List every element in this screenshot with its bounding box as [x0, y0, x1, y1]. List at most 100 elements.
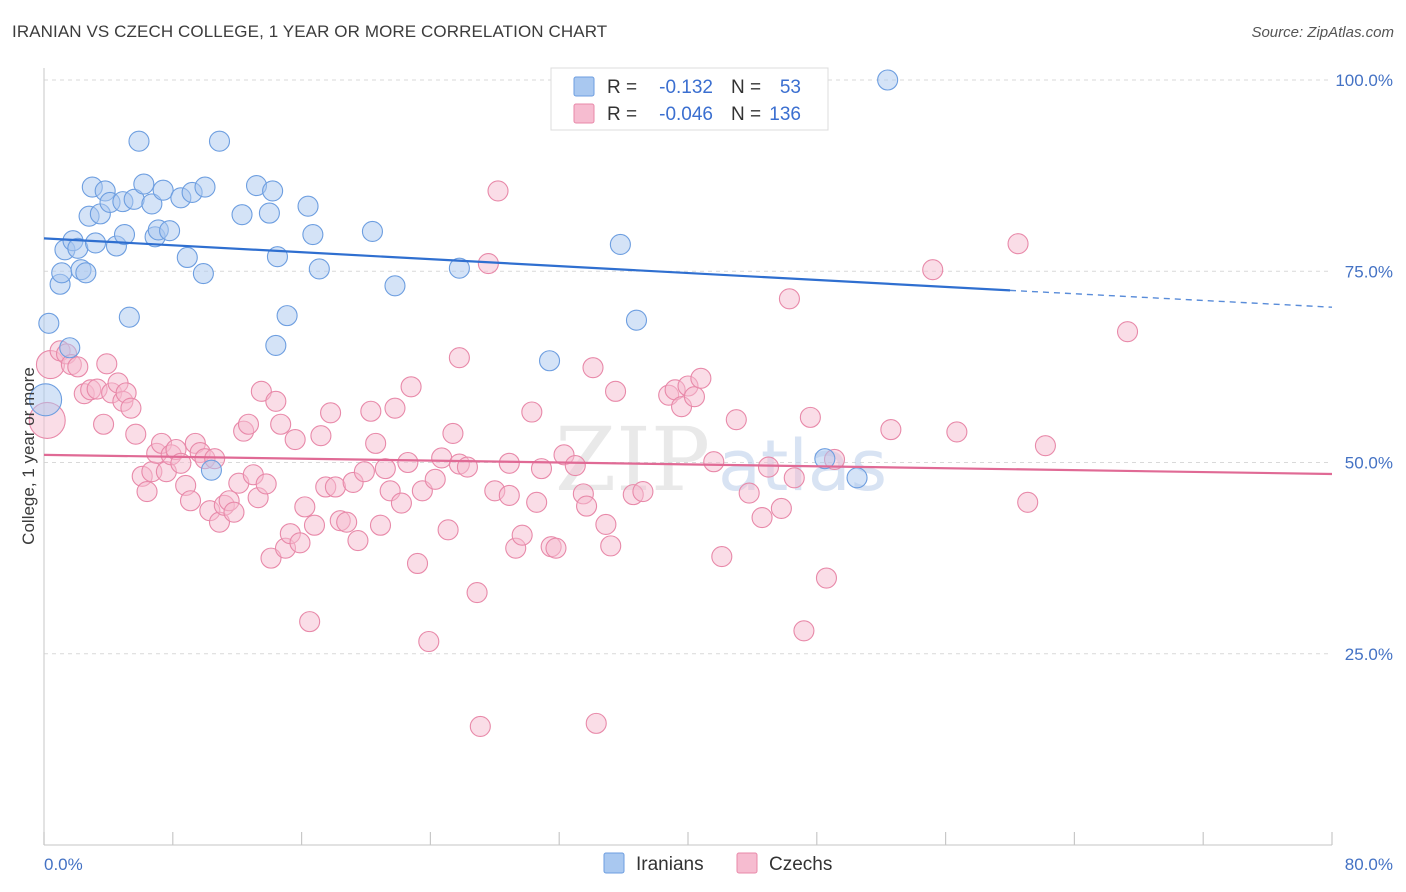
czech-point — [360, 400, 382, 422]
legend-r-value-czechs: -0.046 — [659, 104, 713, 125]
legend-r-label-czechs: R = — [607, 104, 637, 125]
x-tick-label-max: 80.0% — [1345, 855, 1393, 874]
iranian-point — [258, 202, 280, 224]
czech-point — [498, 452, 520, 474]
iranian-point — [276, 305, 298, 327]
iranian-point — [176, 246, 198, 269]
czech-point — [487, 180, 509, 202]
czech-point — [526, 491, 548, 513]
iranian-point — [59, 337, 81, 359]
czech-point — [369, 514, 392, 536]
czech-point — [265, 390, 287, 412]
y-tick-label-50: 50.0% — [1345, 454, 1393, 473]
iranian-trend-extension — [1009, 289, 1333, 308]
iranian-point — [538, 350, 561, 372]
czech-point — [324, 476, 346, 498]
iranian-point — [877, 69, 899, 91]
czech-point — [770, 497, 792, 519]
iranian-point — [75, 262, 97, 284]
y-axis-label: College, 1 year or more — [19, 367, 38, 545]
czech-point — [284, 428, 306, 451]
czech-point — [585, 712, 607, 734]
czech-point — [374, 458, 396, 480]
czech-point — [466, 581, 488, 604]
legend-swatch-iranians — [573, 76, 595, 97]
iranian-point — [846, 467, 868, 489]
legend-bottom-swatch-iranians — [603, 852, 625, 874]
czech-point — [1007, 233, 1029, 255]
czech-point — [223, 501, 245, 523]
legend-bottom-label-iranians: Iranians — [636, 854, 704, 875]
czech-point — [530, 458, 553, 480]
czech-point — [136, 481, 158, 503]
czech-point — [418, 630, 440, 653]
iranian-point — [159, 220, 181, 242]
czech-point — [632, 481, 654, 503]
iranian-point — [200, 459, 222, 481]
iranian-point — [84, 232, 107, 254]
iranian-point — [609, 233, 631, 256]
czech-point — [880, 419, 902, 441]
iranian-point — [192, 262, 214, 285]
chart-title: IRANIAN VS CZECH COLLEGE, 1 YEAR OR MORE… — [12, 22, 608, 41]
iranian-point — [128, 130, 150, 152]
czech-point — [757, 456, 780, 478]
czech-point — [93, 413, 115, 435]
iranian-point — [194, 176, 216, 198]
iranian-point — [448, 257, 470, 279]
y-tick-label-25: 25.0% — [1345, 645, 1393, 664]
czech-point — [703, 451, 725, 473]
iranian-point — [308, 258, 330, 280]
legend-r-value-iranians: -0.132 — [659, 77, 713, 98]
czech-point — [96, 353, 118, 375]
czech-point — [431, 447, 453, 469]
czech-point — [390, 492, 412, 514]
czech-point — [125, 423, 147, 445]
czech-point — [498, 484, 520, 506]
legend-n-value-czechs: 136 — [769, 104, 801, 125]
iranian-point — [141, 193, 163, 215]
series-legend: Iranians Czechs — [603, 852, 832, 875]
iranian-point — [113, 223, 136, 246]
czech-point — [469, 715, 491, 737]
czech-point — [120, 397, 142, 419]
czech-point — [448, 347, 470, 369]
y-tick-label-100: 100.0% — [1335, 71, 1393, 90]
iranian-point — [133, 173, 155, 195]
czech-point — [564, 455, 586, 477]
iranian-point — [262, 180, 284, 202]
trend-lines — [43, 237, 1333, 476]
czech-point — [604, 380, 627, 402]
legend-n-label-iranians: N = — [731, 77, 761, 98]
czech-point — [336, 511, 358, 533]
iranian-point — [297, 195, 319, 217]
czech-point — [595, 513, 617, 536]
legend-r-label-iranians: R = — [607, 77, 637, 98]
czech-point — [406, 552, 429, 575]
legend-box — [550, 67, 829, 131]
iranian-point — [625, 309, 648, 331]
czech-point — [521, 401, 543, 423]
czech-point — [294, 496, 316, 518]
iranian-point — [118, 306, 140, 328]
iranian-point — [265, 334, 287, 357]
czech-point — [270, 413, 292, 435]
czech-point — [576, 495, 598, 517]
czech-point — [179, 490, 202, 512]
source-label: Source: ZipAtlas.com — [1251, 24, 1394, 41]
iranian-point — [231, 204, 253, 226]
legend-n-value-iranians: 53 — [780, 77, 801, 98]
x-tick-label-min: 0.0% — [44, 855, 83, 874]
legend-swatch-czechs — [573, 103, 595, 124]
legend-bottom-swatch-czechs — [736, 852, 758, 874]
czech-point — [400, 376, 422, 398]
y-tick-labels: 25.0% 50.0% 75.0% 100.0% — [1335, 71, 1393, 664]
iranian-point — [29, 383, 63, 417]
czech-point — [353, 461, 375, 483]
czech-point — [289, 532, 311, 554]
czech-point — [237, 413, 260, 435]
czech-point — [437, 519, 459, 541]
czech-point — [255, 473, 277, 495]
grid-lines — [44, 79, 1332, 655]
